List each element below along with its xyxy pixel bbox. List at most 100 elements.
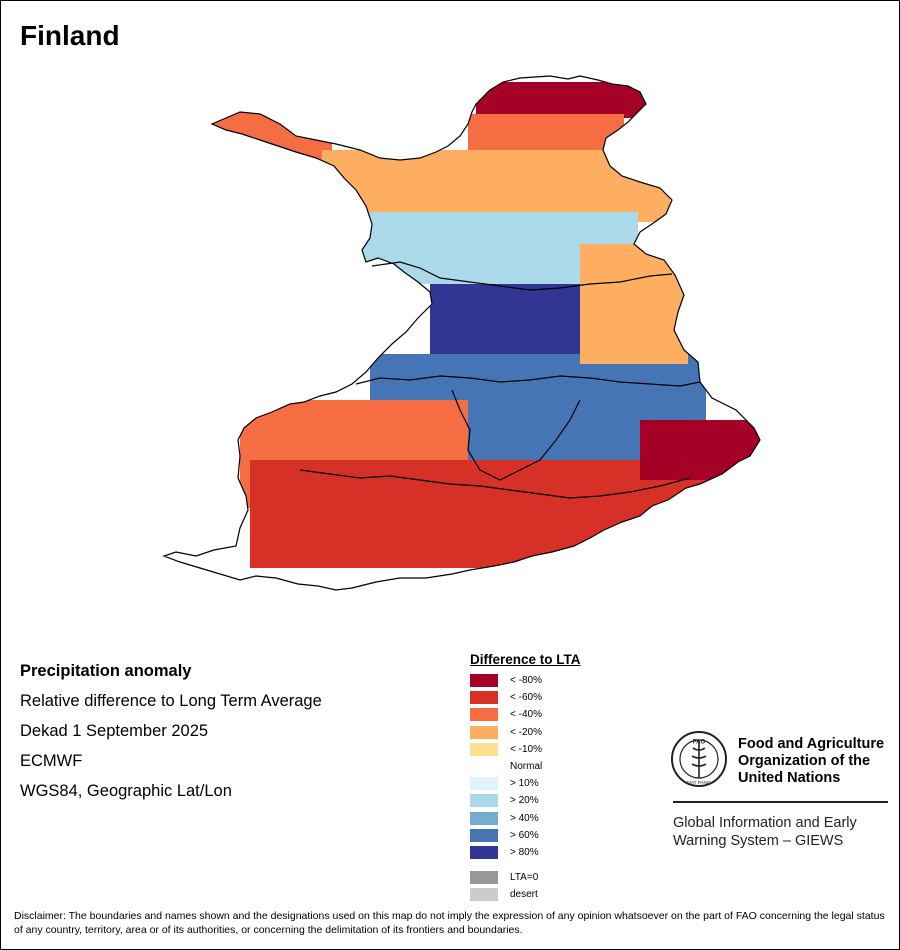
map-cell-southeast-corner	[676, 444, 688, 456]
map-cell-southern-coast	[394, 460, 406, 472]
map-cell-central-finland	[490, 378, 502, 390]
map-cell-southwestern-finland	[288, 400, 300, 412]
map-cell-eastern-finland	[616, 256, 628, 268]
map-cell-kainuu	[454, 284, 466, 296]
legend-label: desert	[510, 889, 538, 901]
country-outline	[162, 75, 761, 591]
region-boundary-lakes	[451, 389, 581, 481]
map-cell-central-finland	[562, 426, 574, 438]
map-cell-central-lapland	[526, 198, 538, 210]
map-cell-northern-ostrobothnia	[518, 236, 530, 248]
map-cell-central-lapland	[550, 198, 562, 210]
map-cell-central-finland	[490, 390, 502, 402]
map-cell-southwestern-finland	[336, 400, 348, 412]
map-cell-southern-coast	[430, 520, 442, 532]
map-cell-central-finland	[430, 354, 442, 366]
legend-label: > 80%	[510, 846, 539, 858]
map-cell-eastern-finland	[628, 304, 640, 316]
map-cell-southern-coast	[694, 556, 706, 568]
map-cell-central-finland	[550, 414, 562, 426]
map-cell-southern-coast	[418, 472, 430, 484]
map-cell-southern-coast	[298, 496, 310, 508]
map-cell-southern-coast	[538, 508, 550, 520]
map-cell-central-finland	[514, 426, 526, 438]
map-cell-southern-coast	[442, 484, 454, 496]
map-cell-central-lapland	[598, 186, 610, 198]
map-cell-northern-ostrobothnia	[542, 236, 554, 248]
map-cell-southern-coast	[322, 532, 334, 544]
map-cell-southern-coast	[454, 472, 466, 484]
map-cell-central-lapland	[586, 150, 598, 162]
map-cell-southern-coast	[346, 460, 358, 472]
map-cell-central-finland	[670, 402, 682, 414]
map-cell-kainuu	[562, 308, 574, 320]
map-cell-southern-coast	[430, 556, 442, 568]
map-cell-northern-ostrobothnia	[530, 248, 542, 260]
map-cell-northern-lapland	[540, 126, 552, 138]
map-cell-southeast-corner	[676, 432, 688, 444]
map-cell-central-finland	[382, 390, 394, 402]
map-cell-kainuu	[490, 332, 502, 344]
map-cell-central-finland	[478, 438, 490, 450]
map-cell-central-lapland	[538, 198, 550, 210]
map-cell-southern-coast	[418, 532, 430, 544]
map-cell-eastern-finland	[592, 268, 604, 280]
map-cell-eastern-finland	[652, 280, 664, 292]
map-cell-southern-coast	[670, 508, 682, 520]
map-cell-southwestern-finland	[372, 412, 384, 424]
map-cell-central-finland	[610, 378, 622, 390]
map-cell-central-finland	[490, 426, 502, 438]
map-cell-kainuu	[478, 284, 490, 296]
map-cell-far-north-lapland	[500, 82, 512, 94]
map-cell-central-finland	[538, 438, 550, 450]
map-cell-central-finland	[694, 390, 706, 402]
map-cell-central-lapland	[550, 186, 562, 198]
map-cell-central-finland	[514, 450, 526, 462]
map-cell-southern-coast	[718, 532, 730, 544]
map-cell-northern-ostrobothnia	[506, 212, 518, 224]
map-cell-southwestern-finland	[456, 436, 468, 448]
map-cell-southern-coast	[538, 496, 550, 508]
map-cell-central-finland	[526, 378, 538, 390]
region-boundary-central	[355, 375, 701, 387]
map-cell-southeast-corner	[712, 444, 724, 456]
map-cell-far-north-lapland	[476, 94, 488, 106]
map-cell-southwestern-finland	[384, 412, 396, 424]
map-cell-southern-coast	[466, 520, 478, 532]
map-cell-southeast-corner	[748, 420, 760, 432]
map-cell-central-lapland	[502, 186, 514, 198]
map-cell-eastern-finland	[652, 328, 664, 340]
map-cell-southern-coast	[442, 472, 454, 484]
map-cell-central-lapland	[394, 198, 406, 210]
map-cell-western-arm	[224, 136, 236, 148]
map-cell-southwestern-finland	[396, 424, 408, 436]
map-cell-southern-coast	[406, 508, 418, 520]
map-cell-kainuu	[430, 308, 442, 320]
map-cell-southwestern-finland	[360, 412, 372, 424]
map-cell-far-north-lapland	[500, 94, 512, 106]
map-cell-southwestern-finland	[396, 436, 408, 448]
legend-swatch	[470, 674, 498, 688]
map-cell-central-lapland	[490, 174, 502, 186]
map-cell-southern-coast	[538, 472, 550, 484]
map-cell-southern-coast	[442, 496, 454, 508]
map-cell-southwestern-finland	[408, 436, 420, 448]
map-cell-central-lapland	[442, 150, 454, 162]
map-cell-northern-ostrobothnia	[494, 212, 506, 224]
map-cell-southwestern-finland	[276, 424, 288, 436]
map-cell-southern-coast	[502, 496, 514, 508]
map-cell-northern-ostrobothnia	[386, 248, 398, 260]
map-cell-southern-coast	[418, 484, 430, 496]
map-cell-central-lapland	[526, 174, 538, 186]
map-cell-eastern-finland	[652, 292, 664, 304]
map-cell-northern-lapland	[492, 126, 504, 138]
map-cell-central-lapland	[538, 150, 550, 162]
map-cell-central-lapland	[346, 162, 358, 174]
map-cell-southern-coast	[370, 460, 382, 472]
map-cell-central-lapland	[538, 162, 550, 174]
map-cell-far-north-lapland	[608, 94, 620, 106]
map-cell-eastern-finland	[592, 244, 604, 256]
map-cell-central-lapland	[502, 174, 514, 186]
map-cell-kainuu	[550, 344, 562, 356]
map-cell-northern-ostrobothnia	[506, 260, 518, 272]
